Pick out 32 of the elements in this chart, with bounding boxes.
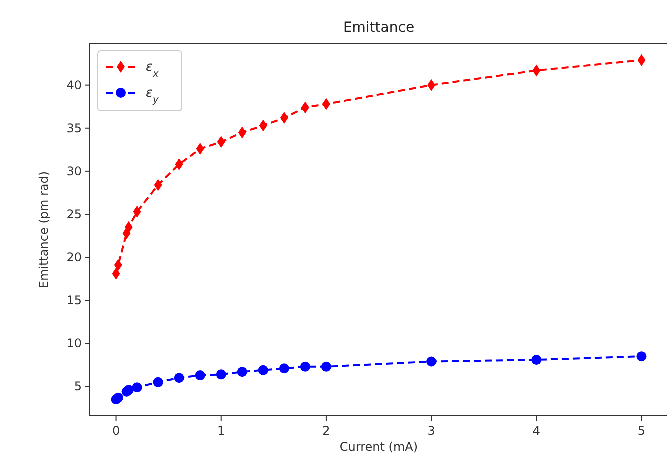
legend-label: ε$_{x}$ <box>146 60 160 80</box>
point <box>195 370 206 381</box>
x-tick-label: 0 <box>112 424 120 438</box>
y-tick-label: 20 <box>66 250 82 265</box>
y-tick-label: 10 <box>66 336 82 351</box>
point <box>300 362 310 372</box>
y-tick-label: 5 <box>74 380 82 394</box>
point <box>279 364 290 374</box>
x-tick-label: 1 <box>218 424 226 438</box>
point <box>532 355 542 366</box>
point <box>216 370 226 380</box>
point <box>321 362 332 372</box>
x-tick-label: 2 <box>322 424 330 438</box>
point <box>237 367 248 378</box>
x-tick-label: 3 <box>428 424 436 438</box>
point <box>258 365 268 376</box>
point <box>636 352 647 362</box>
point <box>174 373 184 384</box>
point <box>153 377 164 388</box>
y-tick-label: 35 <box>66 121 82 136</box>
y-tick-label: 15 <box>66 294 82 308</box>
point <box>426 356 437 367</box>
point <box>132 382 142 393</box>
x-tick-label: 4 <box>532 424 540 438</box>
y-axis-title: Emittance (pm rad) <box>37 171 51 289</box>
y-tick-label: 30 <box>66 164 82 178</box>
x-axis-title: Current (mA) <box>340 440 418 454</box>
x-tick-label: 5 <box>638 424 646 438</box>
chart-title: Emittance <box>343 20 415 36</box>
y-tick-label: 40 <box>66 78 82 92</box>
legend-label: ε$_{y}$ <box>146 86 160 106</box>
y-tick-label: 25 <box>66 208 82 222</box>
